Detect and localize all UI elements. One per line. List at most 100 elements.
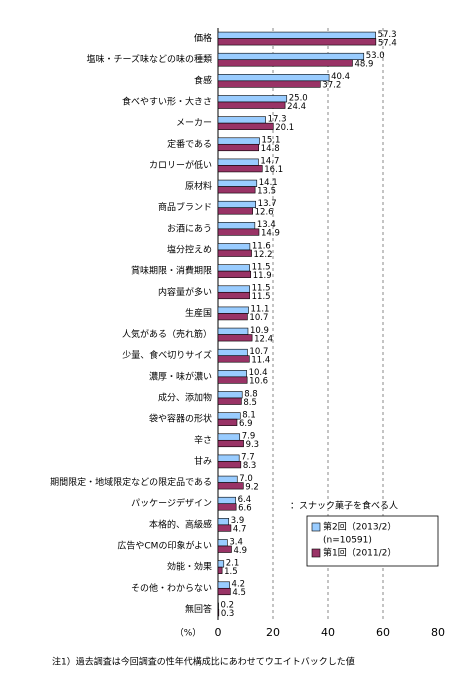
value-label: 4.9 bbox=[233, 546, 247, 556]
value-label: 53.0 bbox=[366, 51, 385, 61]
bar bbox=[217, 291, 250, 300]
y-tick-label: 少量、食べ切りサイズ bbox=[122, 349, 212, 361]
value-label: 20.1 bbox=[275, 123, 294, 133]
value-label: 9.2 bbox=[245, 482, 259, 492]
value-label: 3.9 bbox=[231, 516, 245, 526]
legend-box bbox=[306, 515, 439, 567]
bar bbox=[217, 545, 232, 553]
bar bbox=[217, 524, 232, 532]
bar bbox=[217, 560, 225, 568]
legend-title: ：スナック菓子を食べる人 bbox=[290, 500, 398, 512]
value-label: 11.5 bbox=[252, 262, 271, 272]
bar bbox=[217, 334, 253, 342]
value-label: 9.3 bbox=[246, 440, 260, 450]
x-tick-label: 40 bbox=[321, 626, 335, 639]
bar bbox=[217, 313, 248, 321]
value-label: 15.1 bbox=[262, 136, 281, 146]
value-label: 0.2 bbox=[221, 601, 235, 611]
value-label: 14.8 bbox=[261, 144, 280, 154]
value-label: 7.7 bbox=[241, 453, 255, 463]
bar bbox=[217, 503, 237, 511]
legend-label: 第1回（2011/2） bbox=[323, 547, 396, 559]
value-label: 11.5 bbox=[252, 292, 271, 302]
bar bbox=[217, 397, 242, 405]
bar bbox=[217, 165, 263, 173]
y-tick-label: 本格的、高級感 bbox=[149, 518, 212, 530]
y-tick-label: 期間限定・地域限定などの限定品である bbox=[50, 476, 212, 488]
bar bbox=[217, 518, 230, 526]
value-label: 13.7 bbox=[258, 199, 277, 209]
y-tick-label: 生産国 bbox=[185, 307, 212, 319]
y-tick-label: 賞味期限・消費期限 bbox=[131, 265, 212, 277]
bar bbox=[217, 228, 260, 236]
value-label: 3.4 bbox=[229, 537, 243, 547]
bar bbox=[217, 439, 244, 448]
bar bbox=[217, 80, 321, 88]
bar bbox=[217, 186, 256, 194]
value-label: 6.6 bbox=[238, 503, 252, 513]
y-tick-label: 無回答 bbox=[185, 603, 212, 615]
bar bbox=[217, 602, 219, 610]
y-tick-label: 濃厚・味が濃い bbox=[149, 370, 212, 382]
bar bbox=[217, 285, 250, 293]
legend-swatch bbox=[311, 548, 321, 558]
bar bbox=[217, 475, 238, 483]
value-label: 10.4 bbox=[249, 368, 268, 378]
value-label: 13.4 bbox=[257, 220, 276, 230]
x-tick-label: 60 bbox=[376, 626, 390, 639]
y-tick-label: 甘み bbox=[194, 455, 212, 467]
value-label: 17.3 bbox=[268, 114, 287, 124]
y-tick-label: 塩味・チーズ味などの味の種類 bbox=[86, 53, 212, 65]
value-label: 7.9 bbox=[242, 432, 256, 442]
bar bbox=[217, 412, 241, 420]
y-tick-label: 原材料 bbox=[185, 180, 212, 192]
bar bbox=[217, 52, 365, 61]
value-label: 25.0 bbox=[289, 93, 308, 103]
y-tick-label: 塩分控えめ bbox=[167, 244, 212, 256]
value-label: 4.7 bbox=[233, 525, 247, 535]
bar bbox=[217, 143, 260, 152]
value-label: 1.5 bbox=[224, 567, 238, 577]
bar bbox=[217, 587, 231, 596]
value-label: 11.5 bbox=[252, 284, 271, 294]
bar bbox=[217, 348, 248, 357]
value-label: 4.5 bbox=[232, 588, 246, 598]
value-label: 10.9 bbox=[250, 326, 269, 336]
bar bbox=[217, 116, 266, 124]
value-label: 14.7 bbox=[260, 157, 279, 167]
value-label: 6.4 bbox=[238, 495, 252, 505]
bar bbox=[217, 355, 250, 363]
bar bbox=[217, 306, 249, 314]
value-label: 37.2 bbox=[322, 81, 341, 91]
bar bbox=[217, 264, 250, 272]
value-label: 6.9 bbox=[239, 419, 253, 429]
value-label: 40.4 bbox=[331, 72, 350, 82]
bar bbox=[217, 539, 228, 547]
bar bbox=[217, 101, 286, 109]
value-label: 8.3 bbox=[243, 461, 257, 471]
value-label: 4.2 bbox=[232, 580, 246, 590]
value-label: 14.1 bbox=[259, 178, 278, 188]
value-label: 11.6 bbox=[252, 241, 271, 251]
y-tick-label: パッケージデザイン bbox=[131, 497, 212, 509]
y-tick-label: 成分、添加物 bbox=[158, 392, 212, 404]
value-label: 11.9 bbox=[253, 271, 272, 281]
bar bbox=[217, 137, 260, 145]
value-label: 14.9 bbox=[261, 229, 280, 239]
value-label: 8.1 bbox=[242, 410, 256, 420]
bar bbox=[217, 391, 243, 399]
bar bbox=[217, 95, 288, 103]
y-tick-label: カロリーが低い bbox=[149, 159, 212, 171]
value-label: 10.6 bbox=[249, 377, 268, 387]
legend-swatch bbox=[311, 522, 321, 532]
y-tick-label: 袋や容器の形状 bbox=[149, 413, 212, 425]
bar bbox=[217, 418, 238, 426]
value-label: 57.3 bbox=[378, 30, 397, 40]
footnote: 注1）過去調査は今回調査の性年代構成比にあわせてウエイトバックした値 bbox=[52, 656, 355, 668]
x-axis-label: （%） bbox=[175, 628, 202, 639]
y-tick-label: 価格 bbox=[194, 32, 212, 44]
y-tick-label: 定番である bbox=[167, 138, 212, 150]
x-tick-label: 20 bbox=[266, 626, 280, 639]
y-tick-label: 効能・効果 bbox=[167, 561, 212, 573]
